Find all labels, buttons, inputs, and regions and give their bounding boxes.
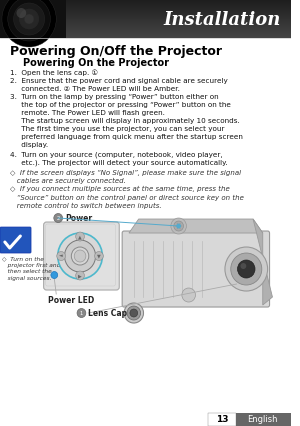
- Bar: [0, 37, 291, 38]
- Text: English: English: [248, 415, 278, 424]
- Circle shape: [74, 250, 86, 262]
- Circle shape: [64, 240, 96, 272]
- Bar: [0, 18, 291, 19]
- Bar: [0, 12, 291, 13]
- Circle shape: [51, 271, 58, 279]
- Text: ◇  If you connect multiple sources at the same time, press the
   “Source” butto: ◇ If you connect multiple sources at the…: [10, 186, 244, 209]
- Bar: [0, 33, 291, 34]
- Bar: [0, 29, 291, 30]
- Text: ◇  If the screen displays “No Signal”, please make sure the signal
   cables are: ◇ If the screen displays “No Signal”, pl…: [10, 170, 241, 184]
- FancyBboxPatch shape: [44, 222, 119, 290]
- Polygon shape: [129, 219, 263, 233]
- Bar: [0, 19, 291, 20]
- Bar: [0, 0, 66, 38]
- Circle shape: [176, 224, 181, 228]
- Bar: [0, 14, 291, 15]
- Bar: [0, 8, 291, 9]
- Bar: [0, 6, 291, 7]
- Circle shape: [57, 251, 65, 261]
- Text: ◄: ◄: [59, 253, 63, 259]
- Circle shape: [124, 303, 143, 323]
- Bar: [0, 26, 291, 27]
- Bar: [0, 10, 291, 11]
- Text: ▲: ▲: [78, 234, 82, 239]
- Bar: [0, 1, 291, 2]
- Circle shape: [130, 309, 138, 317]
- Bar: [0, 17, 291, 18]
- Text: then select the: then select the: [2, 269, 52, 274]
- Text: ▶: ▶: [78, 273, 82, 278]
- Circle shape: [24, 14, 34, 24]
- Text: ◇  Turn on the: ◇ Turn on the: [2, 256, 44, 261]
- Circle shape: [76, 232, 84, 241]
- Bar: [0, 27, 291, 28]
- Circle shape: [54, 213, 62, 222]
- Bar: [0, 16, 291, 17]
- Text: 1: 1: [80, 311, 83, 316]
- Bar: [0, 36, 291, 37]
- Text: projector first and: projector first and: [2, 262, 60, 268]
- Text: signal sources.: signal sources.: [2, 276, 51, 280]
- Circle shape: [241, 263, 246, 269]
- Circle shape: [225, 247, 268, 291]
- Bar: [0, 28, 291, 29]
- Circle shape: [76, 271, 84, 280]
- Polygon shape: [253, 219, 272, 305]
- Circle shape: [20, 9, 39, 29]
- Circle shape: [2, 0, 56, 47]
- Text: 4.  Turn on your source (computer, notebook, video player,
     etc.). The proje: 4. Turn on your source (computer, notebo…: [10, 151, 227, 166]
- Bar: [0, 35, 291, 36]
- Text: Power LED: Power LED: [47, 296, 94, 305]
- Circle shape: [71, 247, 89, 265]
- Circle shape: [58, 233, 102, 279]
- Text: 2: 2: [56, 216, 60, 221]
- Bar: [0, 11, 291, 12]
- Bar: [236, 413, 291, 426]
- Bar: [0, 0, 291, 1]
- Text: 1.  Open the lens cap. ①: 1. Open the lens cap. ①: [10, 69, 98, 75]
- Text: Lens Cap: Lens Cap: [88, 308, 128, 317]
- Circle shape: [77, 308, 86, 317]
- Text: Powering On the Projector: Powering On the Projector: [23, 58, 169, 68]
- Circle shape: [94, 251, 103, 261]
- Text: 13: 13: [216, 415, 228, 424]
- Text: ▼: ▼: [97, 253, 101, 259]
- Circle shape: [8, 0, 50, 41]
- Text: 3.  Turn on the lamp by pressing “Power” button either on
     the top of the pr: 3. Turn on the lamp by pressing “Power” …: [10, 94, 243, 148]
- Bar: [0, 21, 291, 22]
- Bar: [0, 22, 291, 23]
- Bar: [0, 4, 291, 5]
- FancyBboxPatch shape: [0, 227, 31, 253]
- Circle shape: [16, 8, 26, 18]
- Bar: [0, 13, 291, 14]
- FancyBboxPatch shape: [122, 231, 269, 307]
- Bar: [0, 23, 291, 24]
- Bar: [0, 25, 291, 26]
- Text: Power: Power: [65, 213, 92, 222]
- Bar: [0, 32, 291, 33]
- Bar: [0, 34, 291, 35]
- Text: Installation: Installation: [164, 11, 281, 29]
- Bar: [208, 413, 236, 426]
- Text: Powering On/Off the Projector: Powering On/Off the Projector: [10, 45, 222, 58]
- Circle shape: [231, 253, 262, 285]
- Circle shape: [171, 218, 186, 234]
- Circle shape: [127, 306, 141, 320]
- Bar: [0, 31, 291, 32]
- Circle shape: [182, 288, 196, 302]
- Bar: [0, 2, 291, 3]
- Bar: [0, 20, 291, 21]
- Circle shape: [14, 3, 45, 35]
- Bar: [0, 3, 291, 4]
- Text: 2.  Ensure that the power cord and signal cable are securely
     connected. ② T: 2. Ensure that the power cord and signal…: [10, 78, 227, 92]
- Bar: [0, 9, 291, 10]
- Bar: [0, 5, 291, 6]
- Circle shape: [174, 221, 184, 231]
- Bar: [0, 24, 291, 25]
- Bar: [0, 30, 291, 31]
- Circle shape: [238, 260, 255, 278]
- Bar: [0, 15, 291, 16]
- Bar: [0, 7, 291, 8]
